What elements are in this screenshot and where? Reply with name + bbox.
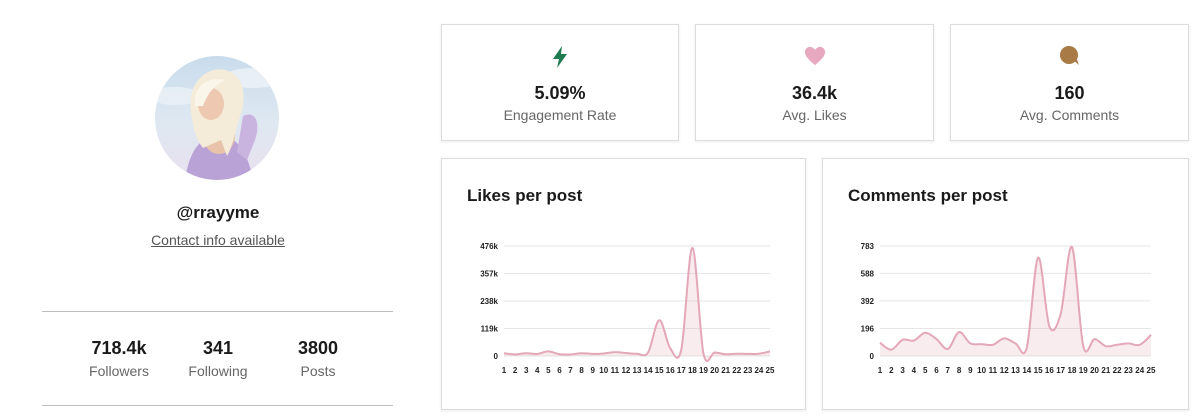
x-tick-label: 22 (1113, 366, 1122, 375)
x-tick-label: 19 (699, 366, 708, 375)
x-tick-label: 14 (1022, 366, 1031, 375)
x-tick-label: 8 (579, 366, 584, 375)
x-tick-label: 17 (677, 366, 686, 375)
stat-label: Following (188, 363, 248, 379)
x-tick-label: 16 (666, 366, 675, 375)
engagement-rate-label: Engagement Rate (503, 107, 617, 123)
x-tick-label: 25 (766, 366, 775, 375)
x-tick-label: 5 (546, 366, 551, 375)
avg-likes-value: 36.4k (791, 83, 838, 103)
x-tick-label: 23 (743, 366, 752, 375)
y-tick-label: 238k (480, 297, 498, 306)
x-tick-label: 24 (754, 366, 763, 375)
engagement-rate-value: 5.09% (534, 83, 586, 103)
stat-value: 3800 (297, 338, 339, 358)
x-tick-label: 15 (655, 366, 664, 375)
engagement-rate-card: 5.09% Engagement Rate (441, 24, 679, 141)
x-tick-label: 17 (1056, 366, 1065, 375)
x-tick-label: 5 (923, 366, 928, 375)
x-tick-label: 19 (1079, 366, 1088, 375)
avg-likes-card: 36.4k Avg. Likes (695, 24, 934, 141)
y-tick-label: 196 (861, 324, 875, 333)
divider (42, 405, 393, 406)
x-tick-label: 1 (502, 366, 507, 375)
avg-comments-value: 160 (1054, 83, 1085, 103)
x-tick-label: 11 (611, 366, 620, 375)
y-tick-label: 476k (480, 242, 498, 251)
x-tick-label: 20 (1090, 366, 1099, 375)
comment-icon (951, 45, 1188, 69)
x-tick-label: 10 (599, 366, 608, 375)
comments-chart-title: Comments per post (848, 186, 1008, 205)
x-tick-label: 7 (946, 366, 951, 375)
avg-comments-label: Avg. Comments (1019, 107, 1120, 123)
x-tick-label: 9 (968, 366, 973, 375)
heart-icon (696, 45, 933, 69)
x-tick-label: 3 (900, 366, 905, 375)
stat-label: Followers (89, 363, 149, 379)
stat-value: 341 (202, 338, 234, 358)
x-tick-label: 15 (1034, 366, 1043, 375)
y-tick-label: 783 (861, 242, 875, 251)
x-tick-label: 14 (644, 366, 653, 375)
comments-chart-card: Comments per post 0 196 392 588 783 1 2 3 4 5 6 7 8 9… (822, 158, 1189, 410)
y-tick-label: 357k (480, 270, 498, 279)
x-tick-label: 24 (1135, 366, 1144, 375)
y-tick-label: 392 (861, 297, 875, 306)
avatar-image (155, 68, 279, 180)
avg-comments-card: 160 Avg. Comments (950, 24, 1189, 141)
stat-value: 718.4k (91, 338, 147, 358)
x-tick-label: 6 (934, 366, 939, 375)
x-tick-label: 16 (1045, 366, 1054, 375)
y-tick-label: 0 (494, 352, 499, 361)
x-tick-label: 20 (710, 366, 719, 375)
x-tick-label: 18 (1068, 366, 1077, 375)
stat-posts: 3800 Posts (263, 338, 373, 379)
y-tick-label: 0 (870, 352, 875, 361)
stat-followers: 718.4k Followers (64, 338, 174, 379)
x-tick-label: 2 (513, 366, 518, 375)
x-tick-label: 13 (633, 366, 642, 375)
x-tick-label: 12 (1000, 366, 1009, 375)
y-tick-label: 588 (861, 269, 875, 278)
avg-likes-label: Avg. Likes (782, 107, 847, 123)
series-area (880, 246, 1151, 356)
stat-label: Posts (300, 363, 336, 379)
profile-handle: @rrayyme (176, 203, 260, 222)
x-tick-label: 21 (721, 366, 730, 375)
x-tick-label: 21 (1101, 366, 1110, 375)
series-line (879, 246, 1152, 355)
x-tick-label: 18 (688, 366, 697, 375)
x-tick-label: 22 (732, 366, 741, 375)
x-tick-label: 2 (889, 366, 894, 375)
x-tick-label: 7 (568, 366, 573, 375)
divider (42, 311, 393, 312)
x-tick-label: 11 (989, 366, 998, 375)
x-tick-label: 8 (957, 366, 962, 375)
x-tick-label: 4 (535, 366, 540, 375)
y-tick-label: 119k (481, 325, 499, 334)
x-tick-label: 23 (1124, 366, 1133, 375)
profile-panel: @rrayyme Contact info available 718.4k F… (0, 0, 436, 416)
x-tick-label: 12 (621, 366, 630, 375)
x-tick-label: 9 (590, 366, 595, 375)
x-tick-label: 1 (878, 366, 883, 375)
avatar[interactable] (155, 56, 279, 180)
x-tick-label: 10 (977, 366, 986, 375)
series-line (503, 246, 771, 362)
x-tick-label: 13 (1011, 366, 1020, 375)
x-tick-label: 6 (557, 366, 562, 375)
series-area (504, 247, 770, 362)
x-tick-label: 3 (524, 366, 529, 375)
lightning-icon (442, 45, 678, 69)
likes-chart-title: Likes per post (467, 186, 583, 205)
x-tick-label: 25 (1147, 366, 1156, 375)
stat-following: 341 Following (163, 338, 273, 379)
x-tick-label: 4 (912, 366, 917, 375)
likes-chart-card: Likes per post 0 119k 238k 357k 476k 1 2 3 4 5 6 7 8… (441, 158, 806, 410)
contact-info-link[interactable]: Contact info available (151, 232, 285, 248)
